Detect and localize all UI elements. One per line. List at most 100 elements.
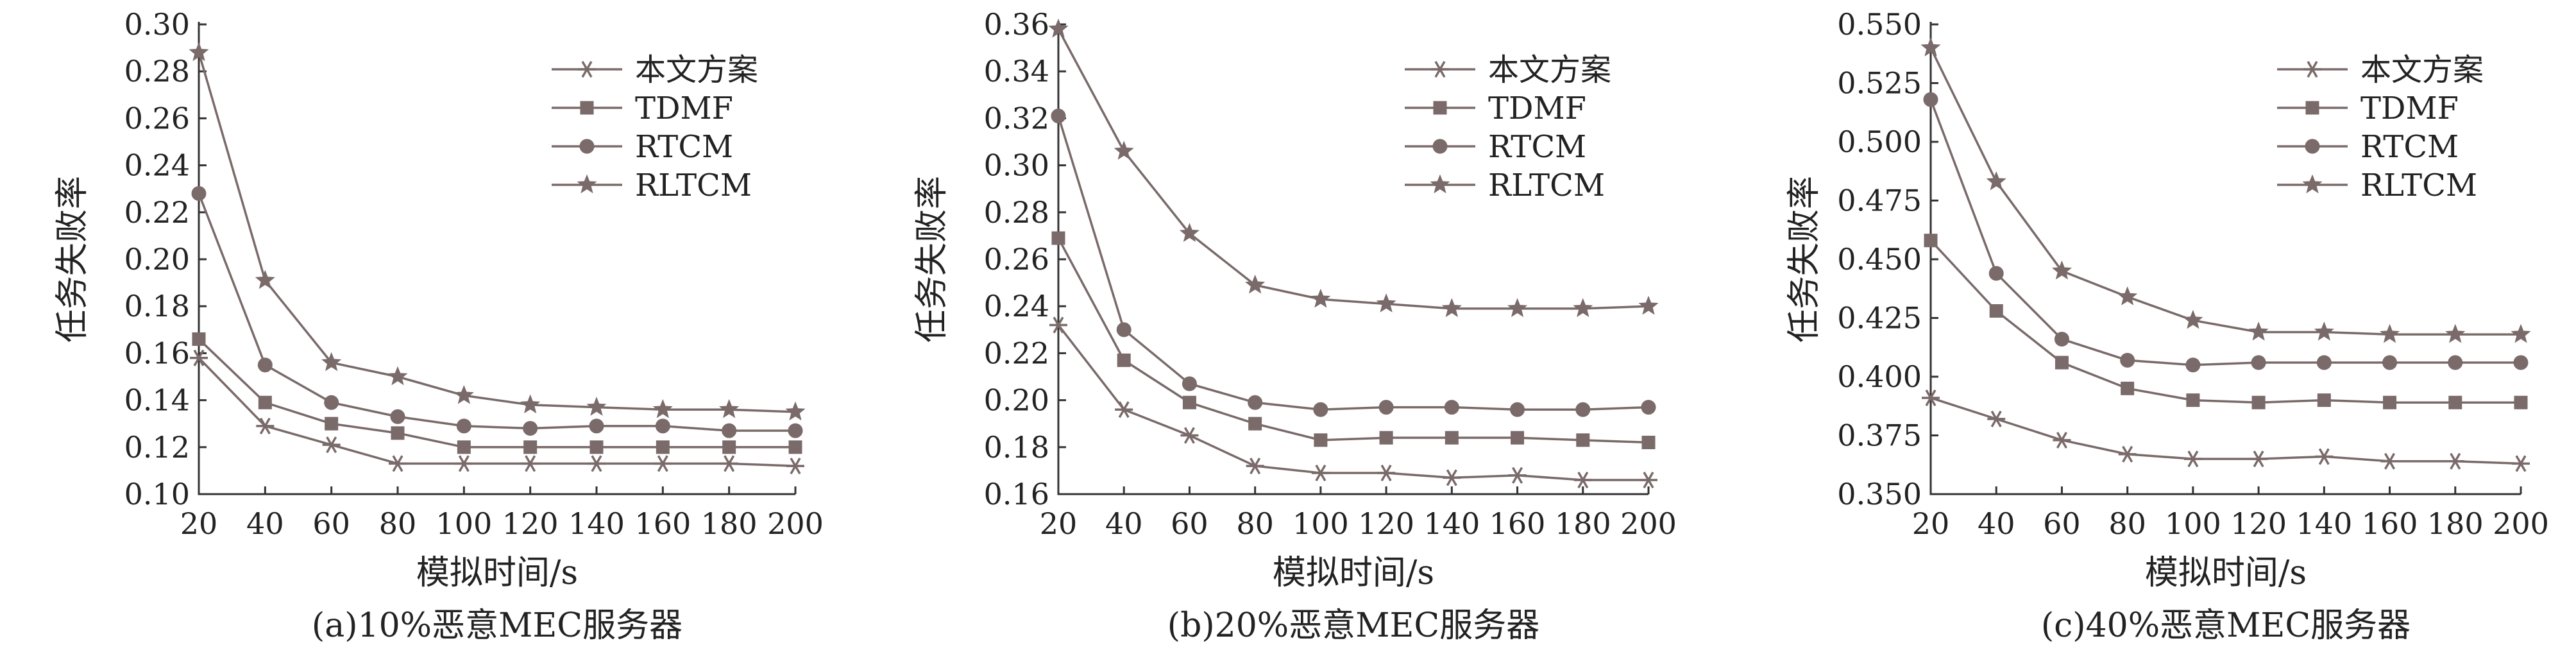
panel-caption: (b)20%恶意MEC服务器 <box>1167 606 1539 645</box>
panel-caption: (a)10%恶意MEC服务器 <box>312 606 682 645</box>
data-point <box>191 186 207 202</box>
data-point <box>387 366 408 386</box>
data-point <box>453 384 474 404</box>
data-point <box>2251 395 2266 409</box>
x-tick-label: 200 <box>1620 506 1677 541</box>
data-point <box>2380 452 2399 470</box>
data-point <box>2382 355 2398 370</box>
data-point <box>586 397 607 416</box>
data-point <box>2379 323 2400 343</box>
data-point <box>2051 260 2072 280</box>
y-tick-label: 0.14 <box>124 383 190 418</box>
y-axis-label: 任务失败率 <box>53 176 92 343</box>
data-point <box>456 418 471 434</box>
data-point <box>1987 410 2006 427</box>
series <box>190 349 804 475</box>
x-tick-label: 20 <box>1912 506 1950 541</box>
x-tick-label: 140 <box>1423 506 1480 541</box>
data-point <box>521 455 539 472</box>
data-point <box>2314 322 2334 341</box>
y-tick-label: 0.24 <box>984 289 1049 323</box>
series <box>1920 37 2531 343</box>
y-tick-label: 0.26 <box>984 242 1049 277</box>
data-point <box>1379 431 1393 445</box>
y-tick-label: 0.34 <box>984 54 1049 89</box>
y-tick-label: 0.24 <box>124 148 190 183</box>
data-point <box>589 440 604 454</box>
data-point <box>719 399 740 418</box>
series-line <box>198 52 796 413</box>
data-point <box>2446 452 2464 470</box>
data-point <box>1923 92 1938 107</box>
data-point <box>1510 402 1525 417</box>
data-point <box>2186 393 2200 408</box>
data-point <box>1051 231 1065 245</box>
legend-marker <box>1430 174 1450 194</box>
data-point <box>1116 322 1131 338</box>
y-axis-label: 任务失败率 <box>1785 176 1824 343</box>
data-point <box>2316 355 2332 370</box>
y-axis-label: 任务失败率 <box>913 176 951 343</box>
data-point <box>190 349 208 366</box>
data-point <box>1989 304 2003 318</box>
series-line <box>1057 116 1649 411</box>
data-point <box>1922 389 1940 406</box>
y-tick-label: 0.26 <box>124 101 190 135</box>
series <box>1923 92 2529 373</box>
data-point <box>1310 288 1331 308</box>
x-axis-label: 模拟时间/s <box>2145 554 2307 592</box>
data-point <box>589 418 604 434</box>
y-tick-label: 0.30 <box>984 148 1049 183</box>
data-point <box>2055 356 2069 370</box>
series <box>1051 231 1656 449</box>
data-point <box>722 423 737 438</box>
data-point <box>1378 400 1394 415</box>
y-tick-label: 0.12 <box>124 430 190 465</box>
x-tick-label: 180 <box>701 506 758 541</box>
y-tick-label: 0.28 <box>124 54 190 89</box>
data-point <box>1051 108 1066 124</box>
data-point <box>2251 355 2266 370</box>
x-tick-label: 80 <box>2108 506 2146 541</box>
y-tick-label: 0.475 <box>1837 184 1922 218</box>
legend-entry: RTCM <box>1488 129 1586 165</box>
series <box>189 42 806 421</box>
data-point <box>1182 376 1197 391</box>
series <box>191 186 803 438</box>
data-point <box>1246 458 1264 475</box>
data-point <box>2445 323 2466 343</box>
data-point <box>389 455 407 472</box>
data-point <box>786 458 804 475</box>
x-tick-label: 200 <box>2493 506 2549 541</box>
data-point <box>1641 400 1656 415</box>
series <box>192 332 802 454</box>
y-tick-label: 0.30 <box>124 7 190 42</box>
y-tick-label: 0.400 <box>1837 359 1922 394</box>
data-point <box>1313 402 1328 417</box>
series-line <box>1057 237 1649 444</box>
data-point <box>1640 472 1657 489</box>
data-point <box>2185 357 2201 373</box>
series-line <box>1929 99 2521 366</box>
chart-panel: 0.16 0.18 0.20 0.22 0.24 0.26 0.28 0.30 0.32 0.34… <box>913 7 1677 645</box>
data-point <box>720 455 738 472</box>
data-point <box>588 455 606 472</box>
legend-entry: TDMF <box>635 90 733 126</box>
x-tick-label: 160 <box>2362 506 2418 541</box>
series <box>1049 316 1657 489</box>
legend-marker <box>578 61 596 78</box>
panel-caption: (c)40%恶意MEC服务器 <box>2041 606 2411 645</box>
x-tick-label: 180 <box>2427 506 2484 541</box>
x-tick-label: 120 <box>502 506 559 541</box>
y-tick-label: 0.425 <box>1837 301 1922 336</box>
y-tick-label: 0.550 <box>1837 7 1922 42</box>
data-point <box>1441 298 1462 318</box>
data-point <box>391 426 405 440</box>
data-point <box>256 417 275 434</box>
chart-panel: 0.10 0.12 0.14 0.16 0.18 0.20 0.22 0.24 0.26 0.28… <box>53 7 824 645</box>
data-point <box>2183 450 2202 468</box>
y-tick-label: 0.22 <box>984 336 1049 370</box>
x-tick-label: 80 <box>1236 506 1274 541</box>
data-point <box>1114 141 1134 160</box>
